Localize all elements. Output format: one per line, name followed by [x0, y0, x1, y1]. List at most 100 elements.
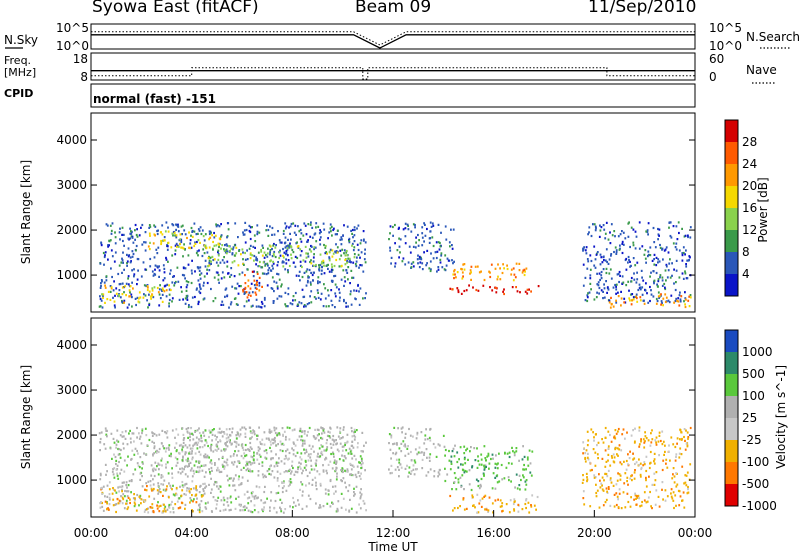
velocity-cell	[265, 457, 268, 460]
power-cell	[589, 268, 592, 271]
power-cell	[204, 233, 207, 236]
velocity-cell	[152, 487, 155, 491]
velocity-cell	[245, 464, 247, 467]
velocity-cell	[582, 478, 585, 481]
power-cell	[158, 288, 161, 291]
power-cell	[325, 305, 328, 308]
velocity-colorbar-frame	[724, 329, 739, 507]
power-cell	[199, 266, 202, 269]
velocity-cell	[651, 483, 654, 486]
velocity-cell	[275, 492, 278, 495]
power-cell	[609, 306, 612, 309]
velocity-cell	[293, 501, 295, 504]
velocity-cell	[179, 485, 181, 488]
power-cell	[102, 251, 105, 255]
power-cell	[635, 281, 638, 284]
power-cell	[151, 294, 154, 297]
velocity-cell	[409, 434, 412, 437]
velocity-cell	[638, 429, 641, 432]
velocity-cell	[283, 430, 286, 433]
velocity-cell	[101, 505, 104, 508]
velocity-cell	[263, 431, 266, 434]
power-cell	[444, 225, 447, 228]
power-cell	[389, 232, 391, 235]
velocity-cell	[355, 475, 358, 479]
velocity-cell	[164, 450, 167, 453]
power-cell	[327, 237, 329, 240]
power-cell	[149, 257, 152, 261]
power-cell	[325, 251, 328, 254]
velocity-cell	[161, 457, 163, 460]
velocity-cell	[171, 467, 173, 470]
power-cell	[213, 258, 216, 261]
power-cell	[131, 250, 134, 253]
velocity-cell	[125, 481, 128, 484]
velocity-cell	[115, 459, 118, 462]
velocity-cell	[151, 434, 154, 437]
power-cell	[650, 293, 653, 296]
power-cell	[105, 279, 108, 282]
velocity-cell	[273, 437, 276, 441]
freq-panel: Freq. [MHz] CPID 18 8 60 0 Nave	[4, 52, 777, 100]
power-cell	[190, 234, 192, 237]
velocity-cell	[244, 508, 246, 511]
power-cell	[329, 227, 332, 230]
velocity-cell	[122, 498, 125, 501]
power-colorbar-swatch	[725, 164, 738, 186]
velocity-cell	[407, 445, 409, 448]
power-cell	[133, 268, 135, 271]
velocity-cell	[663, 453, 665, 456]
power-cell	[257, 265, 260, 268]
power-cell	[202, 248, 205, 251]
power-cell	[195, 288, 198, 291]
velocity-cell	[158, 433, 161, 436]
velocity-cell	[256, 458, 259, 461]
velocity-cell	[318, 473, 321, 476]
power-cell	[244, 282, 247, 285]
power-cell	[460, 292, 463, 295]
velocity-cell	[161, 464, 163, 467]
power-cell	[292, 299, 294, 302]
velocity-cell	[131, 449, 134, 452]
velocity-cell	[146, 485, 148, 488]
velocity-cell	[310, 464, 313, 467]
power-cell	[230, 267, 233, 270]
power-cell	[340, 278, 343, 281]
power-cell	[635, 297, 638, 300]
power-cell	[428, 267, 431, 270]
velocity-cell	[435, 455, 438, 458]
power-cell	[179, 238, 182, 241]
velocity-cell	[111, 492, 114, 495]
velocity-cell	[170, 486, 172, 489]
power-cell	[327, 263, 329, 266]
velocity-cell	[226, 445, 229, 448]
power-cell	[181, 224, 184, 227]
velocity-cell	[651, 507, 653, 510]
power-cell	[344, 258, 347, 261]
power-cell	[103, 255, 106, 259]
power-cell	[643, 253, 646, 256]
velocity-cell	[166, 508, 169, 511]
velocity-cell	[671, 497, 674, 500]
power-cell	[108, 244, 110, 247]
velocity-cell	[157, 450, 160, 454]
power-cell	[287, 238, 289, 241]
velocity-cell	[353, 428, 356, 431]
velocity-cell	[293, 428, 296, 431]
velocity-cell	[647, 496, 650, 499]
velocity-cell	[351, 464, 354, 467]
power-cell	[186, 298, 189, 301]
power-cell	[358, 266, 360, 269]
power-cell	[670, 294, 673, 297]
power-cell	[682, 277, 685, 280]
power-cell	[208, 261, 211, 264]
velocity-cell	[207, 444, 209, 448]
velocity-cell	[192, 500, 194, 503]
power-cell	[106, 224, 109, 227]
power-cell	[217, 251, 219, 254]
velocity-cell	[210, 445, 212, 448]
velocity-cell	[104, 447, 107, 450]
power-cell	[144, 231, 147, 234]
velocity-cell	[182, 441, 185, 444]
